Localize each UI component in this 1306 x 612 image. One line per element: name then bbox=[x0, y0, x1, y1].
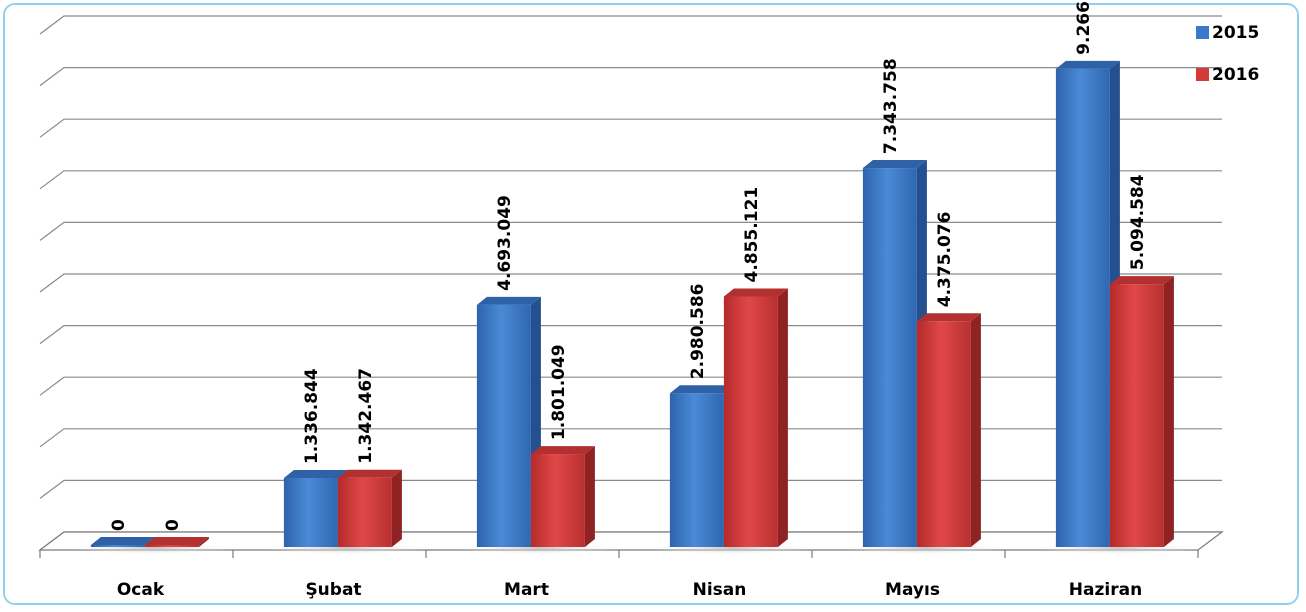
category-label: Mart bbox=[504, 580, 549, 600]
value-label: 1.801.049 bbox=[549, 344, 569, 440]
data-labels: 0 0 1.336.844 1.342.467 4.693.049 1.801.049 2.… bbox=[109, 0, 1148, 531]
bar-2016-Mart bbox=[530, 446, 595, 547]
gridlines bbox=[38, 15, 1224, 558]
legend-label: 2015 bbox=[1212, 23, 1259, 43]
value-label: 9.266.735 bbox=[1074, 0, 1094, 55]
bar-2015-Mayıs bbox=[862, 160, 927, 548]
bars bbox=[71, 60, 1199, 555]
value-label: 5.094.584 bbox=[1128, 174, 1148, 270]
value-label: 4.375.076 bbox=[935, 212, 955, 308]
gridline bbox=[39, 273, 1222, 293]
gridline bbox=[39, 479, 1222, 499]
value-label: 0 bbox=[109, 519, 129, 531]
value-label: 7.343.758 bbox=[881, 58, 901, 154]
value-label: 1.336.844 bbox=[302, 368, 322, 464]
gridline bbox=[39, 170, 1222, 190]
legend-label: 2016 bbox=[1212, 65, 1259, 85]
value-label: 4.693.049 bbox=[495, 195, 515, 291]
bar-2016-Nisan bbox=[723, 288, 788, 547]
legend-swatch bbox=[1196, 68, 1209, 81]
bar-2016-Haziran bbox=[1109, 276, 1174, 547]
bar-2015-Mart bbox=[476, 296, 541, 547]
bar-2016-Şubat bbox=[337, 469, 402, 547]
gridline bbox=[39, 67, 1222, 87]
legend-swatch bbox=[1196, 26, 1209, 39]
category-label: Nisan bbox=[693, 580, 747, 600]
value-label: 2.980.586 bbox=[688, 283, 708, 379]
category-label: Mayıs bbox=[885, 580, 940, 600]
value-label: 4.855.121 bbox=[742, 187, 762, 283]
value-label: 1.342.467 bbox=[356, 368, 376, 464]
legend: 2015 2016 bbox=[1196, 23, 1259, 85]
gridline bbox=[39, 428, 1222, 448]
gridline bbox=[39, 376, 1222, 396]
category-label: Şubat bbox=[305, 580, 361, 600]
gridline bbox=[39, 118, 1222, 138]
gridline bbox=[39, 15, 1222, 35]
gridline bbox=[39, 325, 1222, 345]
category-label: Ocak bbox=[117, 580, 165, 600]
gridline bbox=[39, 221, 1222, 241]
category-labels: Ocak Şubat Mart Nisan Mayıs Haziran bbox=[117, 580, 1142, 600]
value-label: 0 bbox=[163, 519, 183, 531]
bar-2016-Mayıs bbox=[916, 313, 981, 547]
category-label: Haziran bbox=[1069, 580, 1142, 600]
bar-2016-Ocak bbox=[144, 537, 209, 547]
